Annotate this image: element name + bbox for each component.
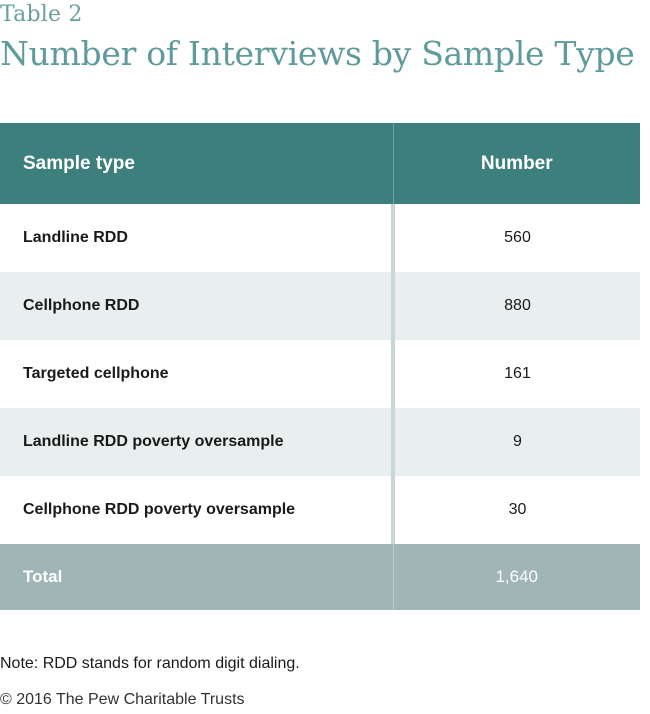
total-row: Total 1,640 (0, 544, 640, 610)
table-title: Number of Interviews by Sample Type (0, 34, 635, 73)
table-row: Landline RDD 560 (0, 204, 640, 272)
total-number: 1,640 (393, 544, 640, 610)
table-row: Cellphone RDD 880 (0, 272, 640, 340)
table-row: Cellphone RDD poverty oversample 30 (0, 476, 640, 544)
row-number: 9 (393, 408, 640, 476)
row-sample-type: Landline RDD poverty oversample (0, 408, 395, 476)
interviews-table: Sample type Number Landline RDD 560 Cell… (0, 123, 640, 610)
row-sample-type: Targeted cellphone (0, 340, 395, 408)
column-header-sample-type: Sample type (0, 123, 394, 204)
table-header-row: Sample type Number (0, 123, 640, 204)
row-number: 560 (393, 204, 640, 272)
row-number: 30 (393, 476, 640, 544)
column-header-number: Number (393, 123, 640, 204)
table-row: Targeted cellphone 161 (0, 340, 640, 408)
total-label: Total (0, 544, 394, 610)
table-label: Table 2 (0, 2, 83, 27)
row-sample-type: Landline RDD (0, 204, 395, 272)
table-row: Landline RDD poverty oversample 9 (0, 408, 640, 476)
row-number: 880 (393, 272, 640, 340)
table-note: Note: RDD stands for random digit dialin… (0, 655, 300, 672)
row-sample-type: Cellphone RDD (0, 272, 395, 340)
copyright-text: © 2016 The Pew Charitable Trusts (0, 691, 245, 708)
row-number: 161 (393, 340, 640, 408)
row-sample-type: Cellphone RDD poverty oversample (0, 476, 395, 544)
